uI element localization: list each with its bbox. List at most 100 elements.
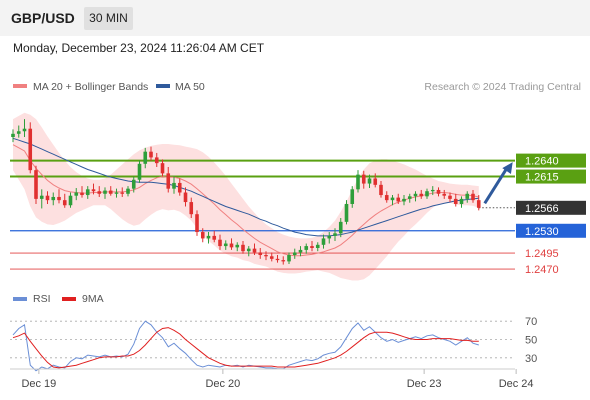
candle-body bbox=[361, 174, 366, 184]
candle-body bbox=[252, 248, 257, 253]
candle-body bbox=[465, 193, 470, 199]
level-tag-1.2615 bbox=[516, 169, 586, 184]
bollinger-band bbox=[13, 112, 479, 281]
ma20-line bbox=[12, 144, 479, 257]
candle-body bbox=[45, 195, 50, 201]
candle-body bbox=[333, 233, 337, 236]
candle-body bbox=[379, 184, 383, 196]
legend-label-9ma: 9MA bbox=[82, 293, 104, 305]
candle-body bbox=[11, 133, 15, 137]
candle-body bbox=[189, 202, 194, 215]
candle-body bbox=[97, 191, 102, 194]
legend-label-ma20: MA 20 + Bollinger Bands bbox=[33, 81, 148, 93]
level-label-1.2615: 1.2615 bbox=[525, 172, 559, 184]
candle-body bbox=[402, 198, 406, 202]
legend-swatch-9ma bbox=[62, 297, 76, 301]
rsi-tick-label-30: 30 bbox=[525, 353, 537, 365]
candle-body bbox=[419, 193, 424, 197]
candle-body bbox=[298, 249, 303, 253]
candle-body bbox=[459, 198, 464, 204]
candle-body bbox=[143, 151, 148, 164]
level-tag-1.2640 bbox=[516, 153, 586, 168]
legend-swatch-rsi bbox=[13, 297, 27, 301]
symbol-title: GBP/USD bbox=[11, 10, 75, 26]
candle-body bbox=[373, 178, 378, 185]
candle-body bbox=[22, 128, 27, 132]
candle-body bbox=[51, 196, 56, 201]
candle-body bbox=[390, 197, 395, 201]
chart-datetime: Monday, December 23, 2024 11:26:04 AM CE… bbox=[13, 41, 265, 55]
last-price-label: 1.2566 bbox=[525, 203, 559, 215]
x-tick-label-Dec 19: Dec 19 bbox=[21, 378, 56, 390]
candle-body bbox=[442, 193, 447, 196]
candle-body bbox=[160, 163, 165, 174]
candle-body bbox=[183, 192, 188, 203]
candle-body bbox=[356, 174, 360, 190]
candle-body bbox=[327, 235, 332, 239]
candle-body bbox=[448, 195, 452, 199]
timeframe-button[interactable]: 30 MIN bbox=[84, 7, 133, 30]
candle-body bbox=[384, 195, 389, 201]
candle-body bbox=[80, 192, 84, 196]
candle-body bbox=[453, 198, 458, 204]
candle-body bbox=[200, 232, 205, 239]
candle-body bbox=[149, 151, 153, 158]
candle-body bbox=[137, 163, 142, 180]
candle-body bbox=[292, 252, 297, 256]
candle-body bbox=[338, 221, 343, 234]
candle-body bbox=[229, 243, 234, 248]
candle-body bbox=[68, 195, 73, 206]
candle-body bbox=[91, 189, 96, 192]
candle-body bbox=[212, 235, 217, 240]
candle-body bbox=[206, 235, 211, 239]
x-tick-label-Dec 24: Dec 24 bbox=[499, 378, 534, 390]
candle-body bbox=[235, 244, 240, 248]
candle-body bbox=[264, 255, 268, 257]
forecast-arrow-shaft bbox=[483, 168, 508, 205]
ma50-line bbox=[12, 137, 479, 237]
candle-body bbox=[315, 244, 320, 248]
candle-body bbox=[16, 131, 21, 134]
level-tag-1.2530 bbox=[516, 223, 586, 238]
candle-body bbox=[321, 238, 326, 245]
candle-body bbox=[131, 179, 136, 189]
rsi-tick-label-50: 50 bbox=[525, 335, 537, 347]
legend-swatch-ma20 bbox=[13, 84, 27, 88]
candle-body bbox=[126, 188, 130, 194]
candle-body bbox=[195, 214, 199, 233]
forecast-arrow-head bbox=[502, 162, 513, 174]
candle-body bbox=[62, 200, 67, 206]
x-tick-label-Dec 23: Dec 23 bbox=[407, 378, 442, 390]
candle-body bbox=[218, 239, 222, 247]
candle-body bbox=[177, 182, 182, 193]
candle-body bbox=[166, 173, 171, 189]
candle-body bbox=[304, 246, 309, 250]
last-price-tag bbox=[516, 200, 586, 215]
candle-body bbox=[287, 255, 291, 262]
candle-body bbox=[241, 244, 245, 252]
candle-body bbox=[57, 196, 61, 201]
candle-body bbox=[28, 128, 33, 171]
level-label-1.2530: 1.2530 bbox=[525, 226, 559, 238]
candle-body bbox=[114, 192, 119, 194]
candle-body bbox=[34, 170, 38, 199]
legend-label-rsi: RSI bbox=[33, 293, 51, 305]
candle-body bbox=[154, 157, 159, 164]
candle-body bbox=[430, 189, 435, 192]
candle-body bbox=[425, 191, 429, 197]
copyright: Research © 2024 Trading Central bbox=[424, 81, 581, 93]
candle-body bbox=[407, 196, 412, 199]
legend-label-ma50: MA 50 bbox=[175, 81, 205, 93]
x-tick-label-Dec 20: Dec 20 bbox=[205, 378, 240, 390]
rsi-tick-label-70: 70 bbox=[525, 316, 537, 328]
level-label-1.2495: 1.2495 bbox=[525, 248, 559, 260]
level-label-1.2640: 1.2640 bbox=[525, 156, 559, 168]
candle-body bbox=[476, 200, 481, 208]
candle-body bbox=[269, 256, 274, 259]
candle-body bbox=[39, 195, 44, 199]
candle-body bbox=[103, 190, 107, 194]
candle-body bbox=[120, 192, 125, 194]
legend-swatch-ma50 bbox=[156, 84, 170, 88]
candle-body bbox=[413, 193, 418, 197]
